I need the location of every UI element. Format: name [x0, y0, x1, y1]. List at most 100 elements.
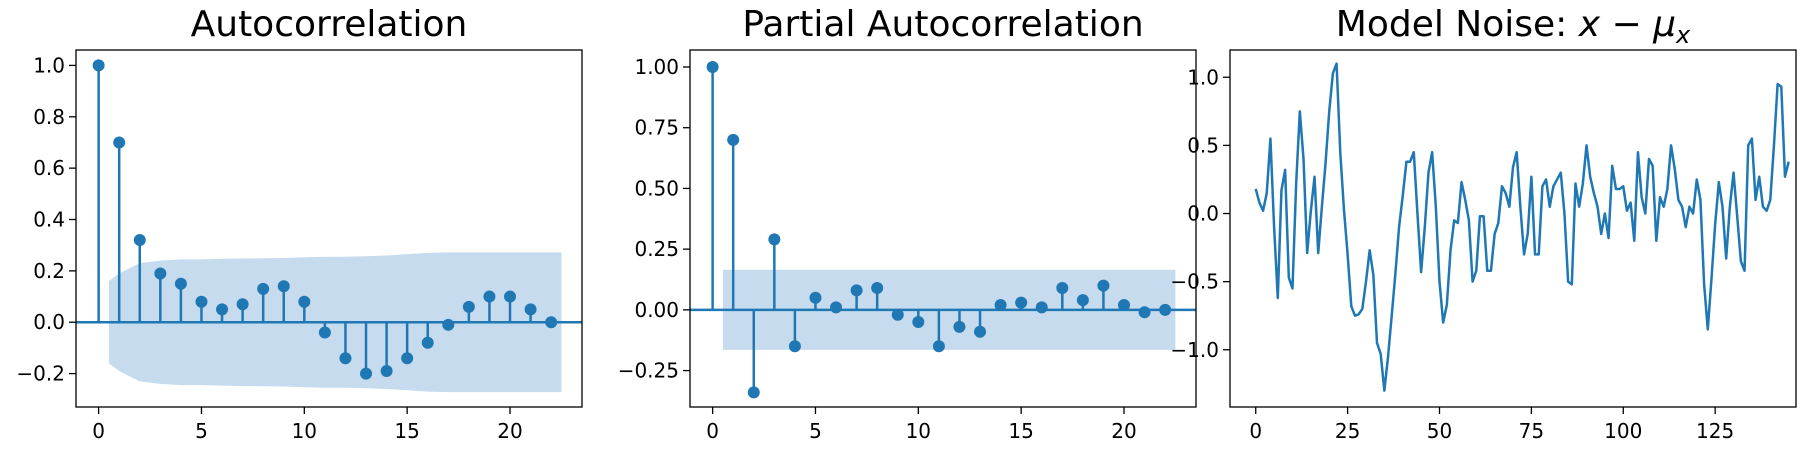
- acf-y-tick-label: −0.2: [16, 362, 65, 386]
- noise-title-var: x: [1578, 4, 1601, 45]
- pacf-stem-marker: [747, 386, 760, 399]
- pacf-stem-marker: [788, 340, 801, 353]
- acf-x-tick-label: 15: [394, 419, 419, 443]
- noise-panel: Model Noise: x − μx 0 25 50 75 100 125 −1.0−0…: [1170, 4, 1797, 443]
- noise-x-ticks: 0 25 50 75 100 125: [1249, 407, 1734, 443]
- acf-stem-marker: [545, 316, 558, 329]
- pacf-stem-marker: [912, 316, 925, 328]
- pacf-axes-frame: [689, 49, 1197, 408]
- acf-stem-marker: [174, 277, 187, 290]
- pacf-x-tick-label: 5: [809, 419, 822, 443]
- pacf-stem-marker: [1035, 301, 1048, 314]
- acf-stem-marker: [380, 365, 393, 378]
- acf-stem-marker: [504, 290, 517, 303]
- pacf-stem-marker: [1056, 282, 1069, 294]
- acf-stem-marker: [462, 300, 475, 313]
- pacf-stem-marker: [994, 299, 1007, 311]
- acf-stem-marker: [154, 267, 167, 280]
- pacf-stem-marker: [1076, 294, 1089, 307]
- acf-stem-marker: [421, 336, 434, 349]
- acf-stem-marker: [113, 136, 126, 149]
- pacf-y-tick-label: 0.75: [634, 116, 679, 140]
- acf-stem-marker: [318, 326, 331, 339]
- pacf-stems-layer: [706, 61, 1172, 399]
- pacf-y-tick-label: 1.00: [634, 55, 679, 79]
- pacf-stem-marker: [891, 308, 904, 321]
- pacf-panel: Partial Autocorrelation 0 5 10 15 20 −0.25 0.…: [618, 4, 1197, 443]
- acf-stem-marker: [360, 367, 373, 380]
- pacf-stem-marker: [809, 291, 822, 304]
- pacf-stem-marker: [1118, 299, 1131, 311]
- noise-title-prefix: Model Noise:: [1336, 4, 1579, 45]
- acf-stem-marker: [92, 59, 105, 72]
- pacf-x-ticks: 0 5 10 15 20: [706, 407, 1137, 443]
- noise-x-tick-label: 0: [1249, 419, 1262, 443]
- noise-title-subscript: x: [1675, 21, 1691, 49]
- acf-stem-marker: [524, 303, 537, 316]
- noise-y-tick-label: 0.5: [1187, 133, 1219, 157]
- acf-y-tick-label: 0.6: [33, 156, 65, 180]
- acf-stem-marker: [339, 352, 352, 365]
- acf-x-ticks: 0 5 10 15 20: [92, 407, 523, 443]
- pacf-stem-marker: [830, 301, 843, 314]
- acf-x-tick-label: 20: [497, 419, 522, 443]
- noise-y-tick-label: −1.0: [1170, 338, 1219, 362]
- acf-stem-marker: [483, 290, 496, 303]
- acf-stem-marker: [195, 295, 208, 308]
- acf-y-ticks: −0.2 0.0 0.2 0.4 0.6 0.8 1.0: [16, 53, 76, 386]
- acf-stem-marker: [133, 234, 146, 247]
- noise-y-ticks: −1.0 −0.5 0.0 0.5 1.0: [1170, 65, 1230, 362]
- acf-panel: Autocorrelation 0 5 10 15 20 −0.2 0.0 0.2 0.4 0.…: [16, 4, 583, 443]
- noise-y-tick-label: −0.5: [1170, 270, 1219, 294]
- pacf-stem-marker: [727, 133, 740, 146]
- noise-x-tick-label: 25: [1335, 419, 1360, 443]
- acf-axes-frame: [75, 49, 583, 408]
- acf-stem-marker: [216, 303, 229, 316]
- pacf-stem-marker: [1159, 303, 1172, 316]
- acf-y-tick-label: 1.0: [33, 53, 65, 77]
- acf-y-tick-label: 0.4: [33, 208, 65, 232]
- acf-stem-marker: [442, 318, 455, 331]
- pacf-y-tick-label: 0.50: [634, 176, 679, 200]
- pacf-stem-marker: [706, 61, 719, 73]
- noise-x-tick-label: 75: [1519, 419, 1544, 443]
- noise-title-op: −: [1600, 4, 1653, 45]
- pacf-stem-marker: [953, 320, 966, 333]
- acf-x-tick-label: 0: [92, 419, 105, 443]
- pacf-y-tick-label: 0.00: [634, 298, 679, 322]
- acf-y-tick-label: 0.2: [33, 259, 65, 283]
- acf-y-tick-label: 0.8: [33, 105, 65, 129]
- acf-stem-marker: [257, 282, 270, 295]
- acf-title: Autocorrelation: [191, 4, 468, 45]
- pacf-x-tick-label: 10: [906, 419, 931, 443]
- acf-x-tick-label: 5: [195, 419, 208, 443]
- pacf-stem-marker: [768, 233, 781, 246]
- pacf-stem-marker: [871, 282, 884, 294]
- acf-stem-marker: [236, 298, 249, 311]
- pacf-y-tick-label: −0.25: [618, 359, 679, 383]
- pacf-stem-marker: [932, 340, 945, 353]
- noise-title-mu: μ: [1652, 4, 1676, 45]
- noise-y-tick-label: 1.0: [1187, 65, 1219, 89]
- pacf-title: Partial Autocorrelation: [742, 4, 1143, 45]
- noise-x-tick-label: 50: [1427, 419, 1452, 443]
- pacf-stem-marker: [1097, 279, 1110, 292]
- noise-axes-frame: [1229, 49, 1797, 408]
- pacf-stem-marker: [1015, 296, 1028, 309]
- pacf-stem-marker: [1138, 306, 1151, 319]
- acf-y-tick-label: 0.0: [33, 310, 65, 334]
- pacf-x-tick-label: 15: [1008, 419, 1033, 443]
- noise-title: Model Noise: x − μx: [1336, 4, 1691, 49]
- pacf-y-tick-label: 0.25: [634, 237, 679, 261]
- noise-x-tick-label: 100: [1604, 419, 1642, 443]
- noise-series-line: [1254, 62, 1790, 392]
- noise-x-tick-label: 125: [1696, 419, 1734, 443]
- noise-y-tick-label: 0.0: [1187, 202, 1219, 226]
- acf-stem-marker: [298, 295, 311, 308]
- pacf-stem-marker: [974, 325, 987, 338]
- acf-x-tick-label: 10: [292, 419, 317, 443]
- pacf-x-tick-label: 20: [1111, 419, 1136, 443]
- acf-stems-layer: [92, 59, 558, 380]
- acf-stem-marker: [401, 352, 414, 365]
